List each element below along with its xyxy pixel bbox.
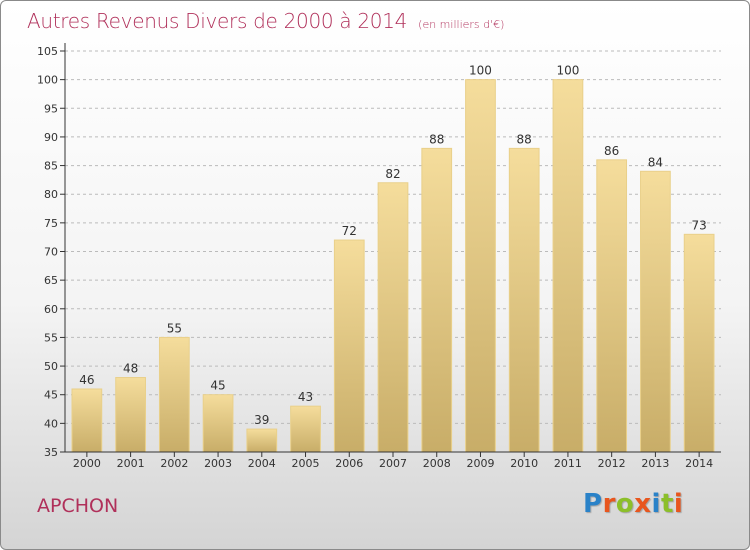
x-tick-label: 2006 (335, 457, 363, 470)
x-tick-label: 2011 (554, 457, 582, 470)
y-tick-label: 75 (44, 217, 58, 230)
bar (552, 79, 584, 453)
data-label: 88 (517, 132, 532, 146)
x-tick-label: 2000 (73, 457, 101, 470)
y-tick-label: 45 (44, 389, 58, 402)
data-label: 84 (648, 155, 663, 169)
logo-letter: P (583, 489, 603, 519)
x-tick-label: 2005 (292, 457, 320, 470)
bar (377, 182, 409, 453)
bar (158, 336, 190, 453)
data-label: 43 (298, 390, 313, 404)
y-tick-label: 35 (44, 446, 58, 459)
x-tick-label: 2008 (423, 457, 451, 470)
y-tick-label: 95 (44, 102, 58, 115)
y-tick-label: 65 (44, 274, 58, 287)
bar (465, 79, 496, 453)
bar (596, 159, 628, 453)
logo-letter: r (602, 489, 616, 519)
data-label: 82 (385, 167, 400, 181)
x-tick-label: 2007 (379, 457, 407, 470)
y-tick-label: 90 (44, 131, 58, 144)
x-tick-label: 2013 (641, 457, 669, 470)
bar (333, 239, 365, 453)
bar (683, 233, 715, 453)
data-label: 100 (556, 64, 579, 78)
data-label: 55 (167, 321, 182, 335)
bar (508, 147, 540, 453)
commune-name: APCHON (37, 495, 119, 517)
x-tick-label: 2010 (510, 457, 538, 470)
axes: 35 40 45 50 55 60 65 70 75 80 85 90 95 100 105 2000 2001… (37, 43, 721, 470)
y-tick-label: 60 (44, 303, 58, 316)
data-label: 48 (123, 362, 138, 376)
data-label: 72 (342, 224, 357, 238)
proxiti-logo[interactable]: Proxiti (583, 489, 683, 519)
logo-letter: t (660, 489, 674, 519)
data-label: 39 (254, 413, 269, 427)
bar (115, 377, 146, 453)
data-label: 45 (210, 379, 225, 393)
y-tick-label: 100 (37, 74, 58, 87)
bars: 46 48 55 45 39 43 72 82 88 100 88 100 86 84 73 (71, 64, 715, 453)
data-label: 73 (691, 218, 706, 232)
logo-letter: x (634, 489, 652, 519)
bar (290, 405, 321, 453)
x-tick-label: 2009 (466, 457, 494, 470)
bar (640, 170, 671, 453)
chart-title-block: Autres Revenus Divers de 2000 à 2014 (en… (27, 9, 504, 33)
logo-letter: o (615, 489, 635, 519)
data-label: 88 (429, 132, 444, 146)
chart-subtitle: (en milliers d'€) (418, 18, 505, 31)
y-tick-label: 70 (44, 246, 58, 259)
x-tick-label: 2012 (598, 457, 626, 470)
y-tick-label: 80 (44, 188, 58, 201)
y-tick-label: 85 (44, 160, 58, 173)
x-tick-label: 2003 (204, 457, 232, 470)
x-tick-label: 2014 (685, 457, 713, 470)
y-tick-label: 105 (37, 45, 58, 58)
data-label: 100 (469, 64, 492, 78)
bar (421, 147, 453, 453)
chart-title: Autres Revenus Divers de 2000 à 2014 (27, 9, 408, 33)
x-tick-label: 2004 (248, 457, 276, 470)
y-tick-label: 50 (44, 360, 58, 373)
x-tick-label: 2002 (160, 457, 188, 470)
bar (202, 394, 234, 453)
x-tick-label: 2001 (117, 457, 145, 470)
bar (71, 388, 103, 453)
y-tick-label: 55 (44, 331, 58, 344)
logo-letter: i (651, 489, 661, 519)
logo-letter: i (673, 489, 684, 519)
y-tick-label: 40 (44, 417, 58, 430)
bar (246, 428, 278, 453)
data-label: 86 (604, 144, 619, 158)
data-label: 46 (79, 373, 94, 387)
